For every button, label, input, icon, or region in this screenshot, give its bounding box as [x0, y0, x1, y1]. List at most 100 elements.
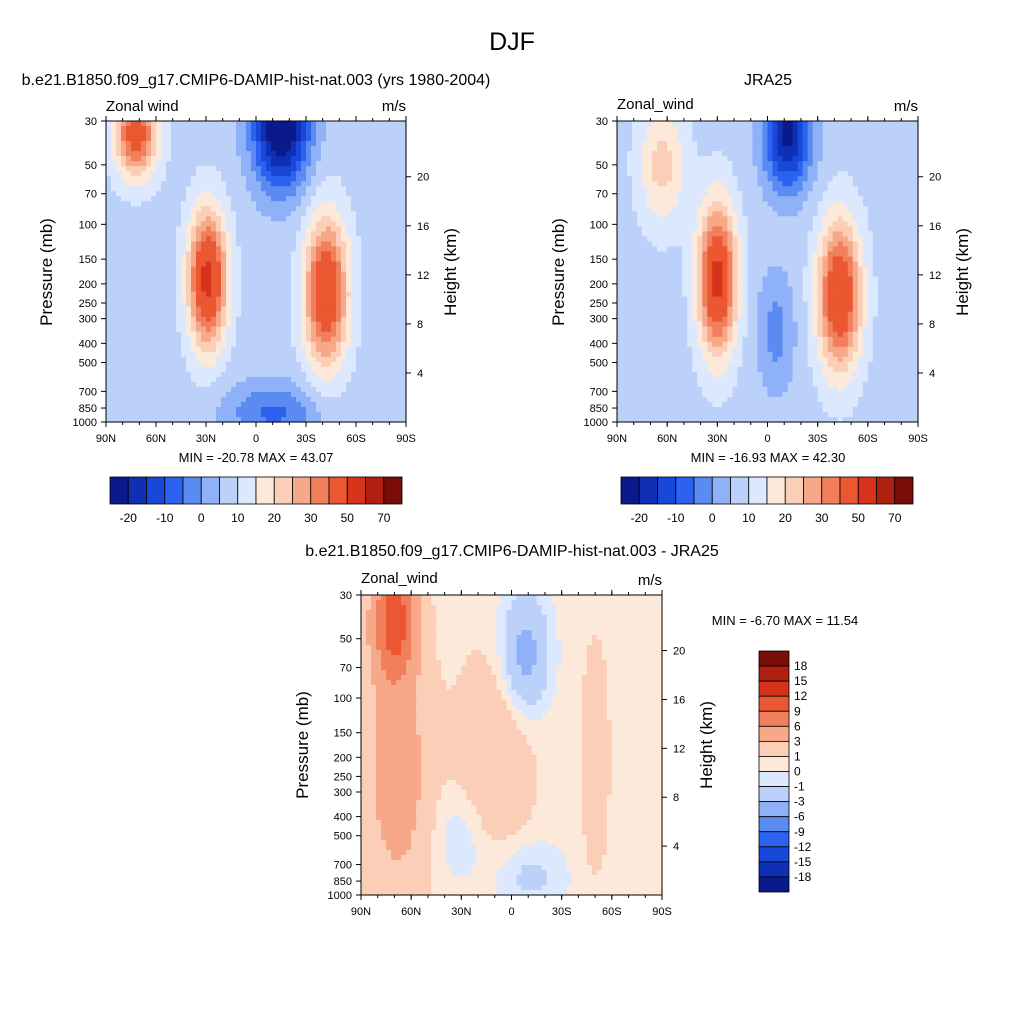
- field-cell: [642, 261, 648, 268]
- field-cell: [326, 281, 332, 288]
- field-cell: [196, 341, 202, 348]
- field-cell: [281, 276, 287, 283]
- field-cell: [391, 226, 397, 232]
- field-cell: [166, 356, 172, 363]
- field-cell: [176, 141, 182, 147]
- field-cell: [702, 321, 708, 328]
- field-cell: [316, 191, 322, 197]
- field-cell: [672, 396, 678, 403]
- field-cell: [717, 301, 723, 308]
- field-cell: [136, 151, 142, 157]
- field-cell: [131, 336, 137, 343]
- field-cell: [622, 216, 628, 222]
- field-cell: [156, 351, 162, 358]
- field-cell: [717, 231, 723, 237]
- field-cell: [667, 196, 673, 202]
- field-cell: [627, 256, 633, 263]
- field-cell: [647, 306, 653, 313]
- field-cell: [146, 396, 152, 403]
- field-cell: [136, 231, 142, 237]
- field-cell: [251, 396, 257, 403]
- field-cell: [356, 276, 362, 283]
- field-cell: [286, 261, 292, 268]
- field-cell: [266, 241, 272, 248]
- field-cell: [617, 311, 623, 318]
- field-cell: [226, 296, 232, 303]
- field-cell: [702, 196, 708, 202]
- field-cell: [331, 316, 337, 323]
- field-cell: [371, 281, 377, 288]
- field-cell: [642, 211, 648, 217]
- field-cell: [647, 216, 653, 222]
- field-cell: [206, 351, 212, 358]
- field-cell: [126, 141, 132, 147]
- field-cell: [181, 381, 187, 388]
- field-cell: [281, 286, 287, 293]
- field-cell: [151, 256, 157, 263]
- field-cell: [151, 146, 157, 152]
- field-cell: [266, 206, 272, 212]
- field-cell: [291, 361, 297, 368]
- field-cell: [692, 311, 698, 318]
- field-cell: [106, 286, 112, 293]
- field-cell: [246, 221, 252, 227]
- field-cell: [306, 196, 312, 202]
- field-cell: [186, 241, 192, 248]
- field-cell: [111, 346, 117, 353]
- field-cell: [141, 356, 147, 363]
- field-cell: [401, 361, 407, 368]
- field-cell: [617, 171, 623, 177]
- y-axis-label: Pressure (mb): [37, 218, 56, 326]
- field-cell: [321, 391, 327, 398]
- field-cell: [677, 311, 683, 318]
- field-cell: [151, 416, 157, 423]
- field-cell: [246, 171, 252, 177]
- field-cell: [116, 351, 122, 358]
- field-cell: [617, 206, 623, 212]
- field-cell: [632, 176, 638, 182]
- field-cell: [316, 396, 322, 403]
- field-cell: [146, 176, 152, 182]
- field-cell: [201, 321, 207, 328]
- field-cell: [291, 301, 297, 308]
- field-cell: [151, 311, 157, 318]
- field-cell: [351, 351, 357, 358]
- field-cell: [116, 246, 122, 253]
- field-cell: [206, 331, 212, 338]
- field-cell: [401, 321, 407, 328]
- field-cell: [351, 306, 357, 313]
- field-cell: [652, 166, 658, 172]
- field-cell: [331, 121, 337, 127]
- field-cell: [301, 311, 307, 318]
- field-cell: [697, 391, 703, 398]
- field-cell: [251, 156, 257, 162]
- field-cell: [121, 416, 127, 423]
- field-cell: [231, 356, 237, 363]
- field-cell: [126, 166, 132, 172]
- field-cell: [652, 356, 658, 363]
- field-cell: [652, 321, 658, 328]
- field-cell: [131, 176, 137, 182]
- field-cell: [196, 371, 202, 378]
- field-cell: [652, 326, 658, 333]
- field-cell: [141, 201, 147, 207]
- field-cell: [647, 381, 653, 388]
- field-cell: [131, 161, 137, 167]
- field-cell: [276, 181, 282, 187]
- field-cell: [166, 236, 172, 242]
- field-cell: [361, 146, 367, 152]
- field-cell: [637, 306, 643, 313]
- field-cell: [707, 331, 713, 338]
- field-cell: [627, 321, 633, 328]
- field-cell: [351, 341, 357, 348]
- field-cell: [181, 351, 187, 358]
- field-cell: [241, 206, 247, 212]
- field-cell: [336, 316, 342, 323]
- field-cell: [617, 231, 623, 237]
- field-cell: [156, 271, 162, 278]
- field-cell: [256, 216, 262, 222]
- field-cell: [642, 246, 648, 253]
- field-cell: [281, 341, 287, 348]
- field-cell: [221, 216, 227, 222]
- field-cell: [381, 201, 387, 207]
